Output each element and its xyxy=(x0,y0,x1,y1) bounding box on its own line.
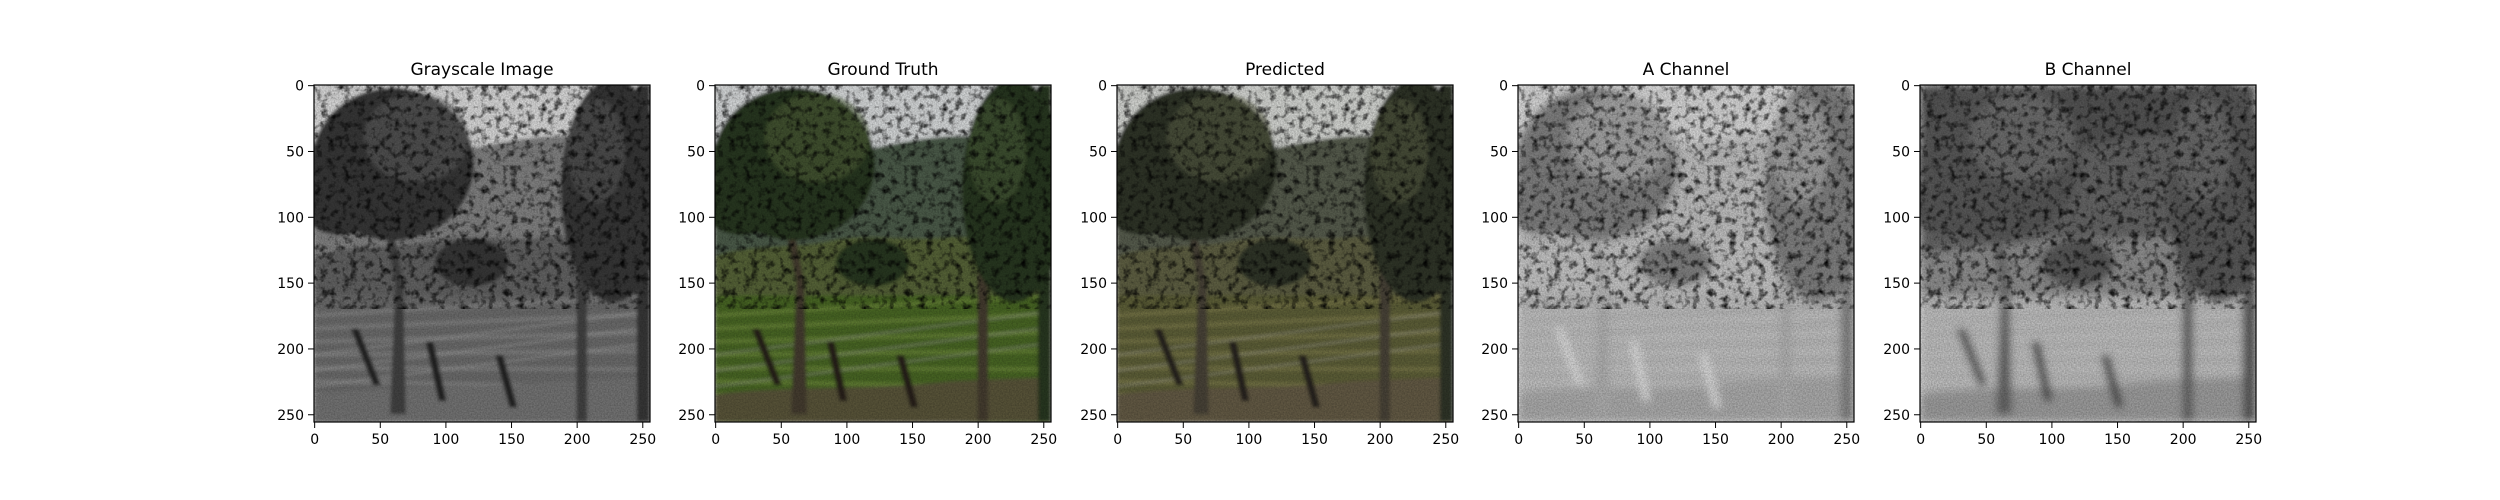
x-tick-label: 50 xyxy=(1174,432,1192,448)
x-tick-label: 200 xyxy=(965,432,992,448)
y-tick-label: 250 xyxy=(1883,408,1910,424)
y-tick-label: 50 xyxy=(1490,144,1508,160)
y-tick-label: 0 xyxy=(1499,79,1508,95)
y-tick-label: 0 xyxy=(1901,79,1910,95)
y-tick-label: 150 xyxy=(1080,276,1107,292)
ground-truth-panel: Ground Truth 0 50 100 150 200 250 0 50 100 150 200 2… xyxy=(678,60,1057,448)
x-tick-label: 250 xyxy=(1432,432,1459,448)
grayscale-image xyxy=(314,85,650,422)
y-tick-label: 250 xyxy=(678,408,705,424)
x-tick-label: 150 xyxy=(1702,432,1729,448)
b-channel-image xyxy=(1920,85,2256,422)
panel-title: Grayscale Image xyxy=(410,60,553,80)
x-tick-label: 100 xyxy=(834,432,861,448)
y-tick-label: 200 xyxy=(1481,342,1508,358)
y-tick-label: 100 xyxy=(678,210,705,226)
y-tick-label: 100 xyxy=(1481,210,1508,226)
x-tick-label: 50 xyxy=(772,432,790,448)
x-tick-label: 150 xyxy=(1301,432,1328,448)
grayscale-panel: Grayscale Image 0 50 100 150 200 250 0 50 100 150 2… xyxy=(277,60,656,448)
y-tick-label: 250 xyxy=(1481,408,1508,424)
b-channel-panel: B Channel 0 50 100 150 200 250 0 50 100 150 200 250 xyxy=(1883,60,2262,448)
y-tick-label: 50 xyxy=(1892,144,1910,160)
x-tick-label: 150 xyxy=(498,432,525,448)
x-tick-label: 150 xyxy=(899,432,926,448)
y-tick-label: 150 xyxy=(277,276,304,292)
y-tick-label: 200 xyxy=(678,342,705,358)
x-tick-label: 0 xyxy=(310,432,319,448)
x-tick-label: 100 xyxy=(1236,432,1263,448)
b-channel-axes-frame xyxy=(1919,84,2257,423)
ground-truth-axes-frame xyxy=(714,84,1052,423)
y-tick-label: 200 xyxy=(277,342,304,358)
panel-title: A Channel xyxy=(1643,60,1730,80)
y-tick-label: 150 xyxy=(1481,276,1508,292)
x-tick-label: 50 xyxy=(371,432,389,448)
y-tick-label: 250 xyxy=(277,408,304,424)
x-tick-label: 100 xyxy=(1637,432,1664,448)
y-tick-label: 100 xyxy=(1883,210,1910,226)
y-tick-label: 250 xyxy=(1080,408,1107,424)
y-tick-label: 0 xyxy=(1098,79,1107,95)
x-tick-label: 100 xyxy=(2039,432,2066,448)
x-tick-label: 250 xyxy=(629,432,656,448)
x-tick-label: 250 xyxy=(1030,432,1057,448)
x-tick-label: 150 xyxy=(2104,432,2131,448)
x-tick-label: 200 xyxy=(564,432,591,448)
panel-title: Predicted xyxy=(1245,60,1325,80)
x-tick-label: 200 xyxy=(1768,432,1795,448)
y-tick-label: 50 xyxy=(286,144,304,160)
y-tick-label: 200 xyxy=(1080,342,1107,358)
x-tick-label: 0 xyxy=(1113,432,1122,448)
x-tick-label: 50 xyxy=(1575,432,1593,448)
x-tick-label: 0 xyxy=(1514,432,1523,448)
panel-title: B Channel xyxy=(2045,60,2132,80)
x-tick-label: 200 xyxy=(2170,432,2197,448)
a-channel-axes-frame xyxy=(1517,84,1855,423)
x-tick-label: 200 xyxy=(1367,432,1394,448)
y-tick-label: 150 xyxy=(678,276,705,292)
x-tick-label: 250 xyxy=(1833,432,1860,448)
x-tick-label: 0 xyxy=(1916,432,1925,448)
x-tick-label: 100 xyxy=(433,432,460,448)
predicted-panel: Predicted 0 50 100 150 200 250 0 50 100 150 200 250 xyxy=(1080,60,1459,448)
ground-truth-image xyxy=(715,85,1051,422)
a-channel-panel: A Channel 0 50 100 150 200 250 0 50 100 150 200 250 xyxy=(1481,60,1860,448)
x-tick-label: 0 xyxy=(711,432,720,448)
predicted-axes-frame xyxy=(1116,84,1454,423)
y-tick-label: 100 xyxy=(277,210,304,226)
y-tick-label: 150 xyxy=(1883,276,1910,292)
y-tick-label: 50 xyxy=(687,144,705,160)
x-tick-label: 50 xyxy=(1977,432,1995,448)
panel-title: Ground Truth xyxy=(827,60,938,80)
y-tick-label: 0 xyxy=(295,79,304,95)
y-tick-label: 50 xyxy=(1089,144,1107,160)
y-tick-label: 200 xyxy=(1883,342,1910,358)
y-tick-label: 100 xyxy=(1080,210,1107,226)
x-tick-label: 250 xyxy=(2235,432,2262,448)
y-tick-label: 0 xyxy=(696,79,705,95)
grayscale-axes-frame xyxy=(313,84,651,423)
a-channel-image xyxy=(1518,85,1854,422)
predicted-image xyxy=(1117,85,1453,422)
